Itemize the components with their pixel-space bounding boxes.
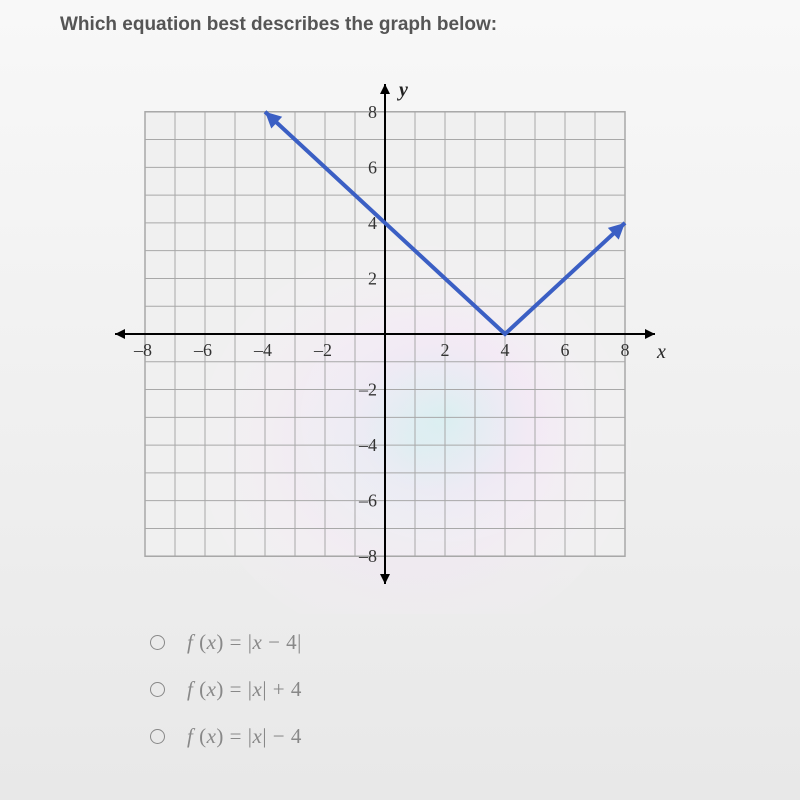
svg-text:–6: –6 [358, 491, 377, 511]
svg-text:–4: –4 [358, 435, 377, 455]
svg-text:x: x [656, 341, 666, 363]
svg-text:2: 2 [368, 268, 377, 288]
option-label: f (x) = |x − 4| [187, 630, 302, 655]
radio-icon[interactable] [150, 682, 165, 697]
graph: –8–6–4–22468–8–6–4–22468xy [85, 54, 685, 614]
svg-text:–2: –2 [313, 340, 332, 360]
svg-text:4: 4 [501, 340, 510, 360]
option-b[interactable]: f (x) = |x| + 4 [150, 677, 302, 702]
svg-text:y: y [397, 79, 408, 101]
radio-icon[interactable] [150, 635, 165, 650]
svg-text:8: 8 [368, 102, 377, 122]
svg-text:8: 8 [621, 340, 630, 360]
svg-text:6: 6 [561, 340, 570, 360]
svg-text:–4: –4 [253, 340, 272, 360]
svg-text:2: 2 [441, 340, 450, 360]
svg-text:6: 6 [368, 157, 377, 177]
svg-text:–8: –8 [133, 340, 152, 360]
option-label: f (x) = |x| + 4 [187, 677, 302, 702]
radio-icon[interactable] [150, 729, 165, 744]
option-c[interactable]: f (x) = |x| − 4 [150, 724, 302, 749]
option-label: f (x) = |x| − 4 [187, 724, 302, 749]
svg-text:–8: –8 [358, 546, 377, 566]
answer-options: f (x) = |x − 4| f (x) = |x| + 4 f (x) = … [150, 630, 302, 771]
svg-text:–2: –2 [358, 380, 377, 400]
question-text: Which equation best describes the graph … [60, 14, 497, 36]
option-a[interactable]: f (x) = |x − 4| [150, 630, 302, 655]
svg-text:–6: –6 [193, 340, 212, 360]
